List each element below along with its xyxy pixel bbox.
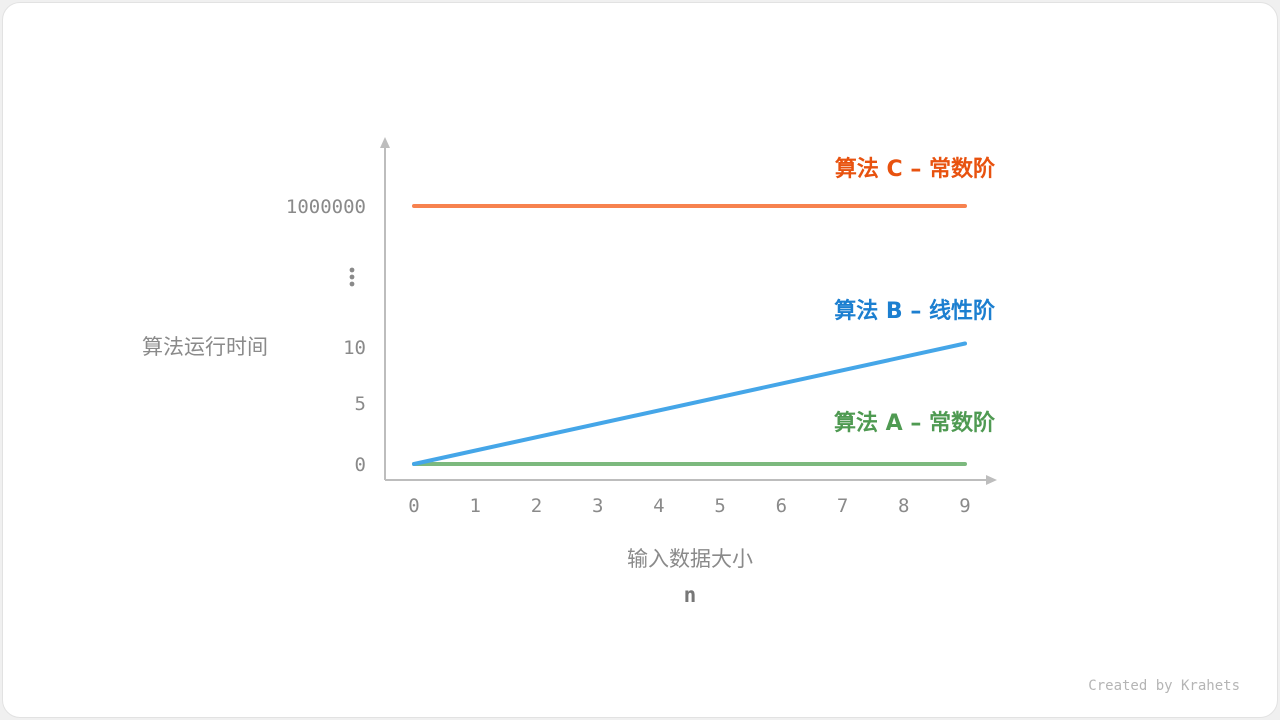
x-tick-label: 8 xyxy=(898,495,909,517)
credit-text: Created by Krahets xyxy=(1088,678,1240,694)
y-axis-break-dot xyxy=(349,274,355,280)
x-tick-label: 7 xyxy=(837,495,848,517)
x-tick-label: 1 xyxy=(469,495,480,517)
y-tick-label: 5 xyxy=(355,393,366,415)
x-tick-label: 6 xyxy=(776,495,787,517)
x-tick-label: 4 xyxy=(653,495,664,517)
series-line-1 xyxy=(412,341,967,466)
x-tick-label: 0 xyxy=(408,495,419,517)
y-tick-label: 0 xyxy=(355,454,366,476)
series-label-0: 算法 A – 常数阶 xyxy=(834,410,996,436)
x-axis-arrow xyxy=(986,475,997,485)
y-axis-break-dot xyxy=(349,281,355,287)
y-axis-label: 算法运行时间 xyxy=(142,335,268,359)
y-tick-label: 10 xyxy=(343,337,366,359)
x-axis-sublabel: n xyxy=(684,583,697,607)
y-tick-label: 1000000 xyxy=(286,196,366,218)
y-axis-break-dot xyxy=(349,267,355,273)
x-tick-label: 5 xyxy=(714,495,725,517)
series-label-1: 算法 B – 线性阶 xyxy=(834,298,996,324)
x-tick-label: 2 xyxy=(531,495,542,517)
y-axis-arrow xyxy=(380,137,390,148)
x-axis-label: 输入数据大小 xyxy=(627,547,753,571)
x-tick-label: 9 xyxy=(959,495,970,517)
series-label-2: 算法 C – 常数阶 xyxy=(835,156,996,182)
x-tick-label: 3 xyxy=(592,495,603,517)
